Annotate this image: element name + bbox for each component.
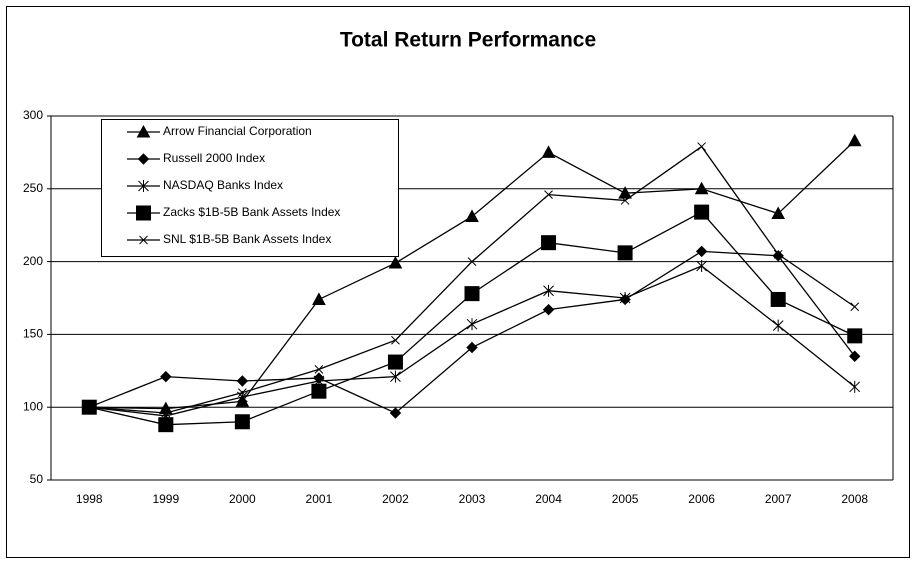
marker: [771, 206, 786, 220]
marker: [466, 341, 478, 354]
marker: [544, 190, 553, 199]
series: [84, 142, 860, 418]
legend-label: Russell 2000 Index: [163, 151, 265, 165]
marker: [387, 354, 403, 370]
marker: [850, 302, 860, 312]
legend-marker: [136, 124, 151, 138]
y-tick-label: 200: [23, 254, 43, 268]
x-tick-label: 2002: [382, 492, 409, 506]
y-tick-label: 100: [23, 399, 43, 413]
marker: [391, 335, 400, 345]
x-tick-label: 2007: [765, 492, 792, 506]
marker: [236, 375, 249, 387]
y-tick-label: 250: [23, 181, 43, 195]
marker: [465, 209, 479, 222]
x-tick-label: 1999: [152, 492, 179, 506]
legend-label: Arrow Financial Corporation: [163, 124, 312, 138]
y-tick-label: 50: [30, 472, 44, 486]
marker: [617, 245, 633, 261]
marker: [847, 133, 862, 147]
marker: [772, 250, 784, 262]
legend-marker: [139, 235, 148, 245]
x-tick-label: 2006: [688, 492, 715, 506]
marker: [618, 186, 632, 199]
legend-label: NASDAQ Banks Index: [163, 178, 283, 192]
marker: [694, 181, 709, 195]
marker: [620, 196, 630, 205]
legend-marker: [138, 180, 149, 192]
x-tick-label: 2005: [612, 492, 639, 506]
x-tick-label: 1998: [76, 492, 103, 506]
marker: [464, 286, 480, 302]
marker: [541, 145, 556, 158]
y-tick-label: 150: [23, 327, 43, 341]
marker: [695, 245, 708, 258]
marker: [390, 370, 401, 383]
marker: [543, 284, 554, 297]
legend: Arrow Financial Corporation Russell 2000 …: [101, 119, 399, 257]
marker: [697, 142, 706, 151]
marker: [773, 249, 783, 259]
x-tick-label: 2000: [229, 492, 256, 506]
chart-border: [6, 6, 910, 558]
marker: [312, 292, 326, 305]
marker: [849, 350, 861, 362]
marker: [160, 370, 172, 383]
marker: [388, 256, 403, 269]
marker: [311, 383, 327, 399]
marker: [234, 414, 250, 430]
y-tick-label: 300: [23, 108, 43, 122]
x-tick-label: 2008: [841, 492, 868, 506]
marker: [696, 259, 707, 272]
legend-label: Zacks $1B-5B Bank Assets Index: [163, 205, 340, 219]
x-tick-label: 2003: [459, 492, 486, 506]
marker: [467, 257, 477, 266]
marker: [84, 402, 94, 412]
marker: [694, 204, 710, 220]
marker: [542, 303, 555, 316]
marker: [238, 388, 247, 397]
legend-marker: [136, 205, 151, 221]
marker: [770, 291, 786, 307]
marker: [466, 318, 478, 331]
legend-label: SNL $1B-5B Bank Assets Index: [163, 232, 331, 246]
legend-box: [101, 119, 399, 257]
marker: [314, 364, 324, 374]
x-tick-label: 2004: [535, 492, 562, 506]
marker: [849, 380, 861, 393]
marker: [541, 235, 557, 251]
marker: [158, 417, 174, 433]
legend-marker: [137, 153, 150, 165]
x-tick-label: 2001: [306, 492, 333, 506]
marker: [772, 319, 784, 332]
chart-title: Total Return Performance: [340, 29, 596, 52]
marker: [619, 292, 631, 304]
marker: [389, 407, 402, 419]
marker: [847, 328, 863, 344]
marker: [161, 408, 171, 418]
